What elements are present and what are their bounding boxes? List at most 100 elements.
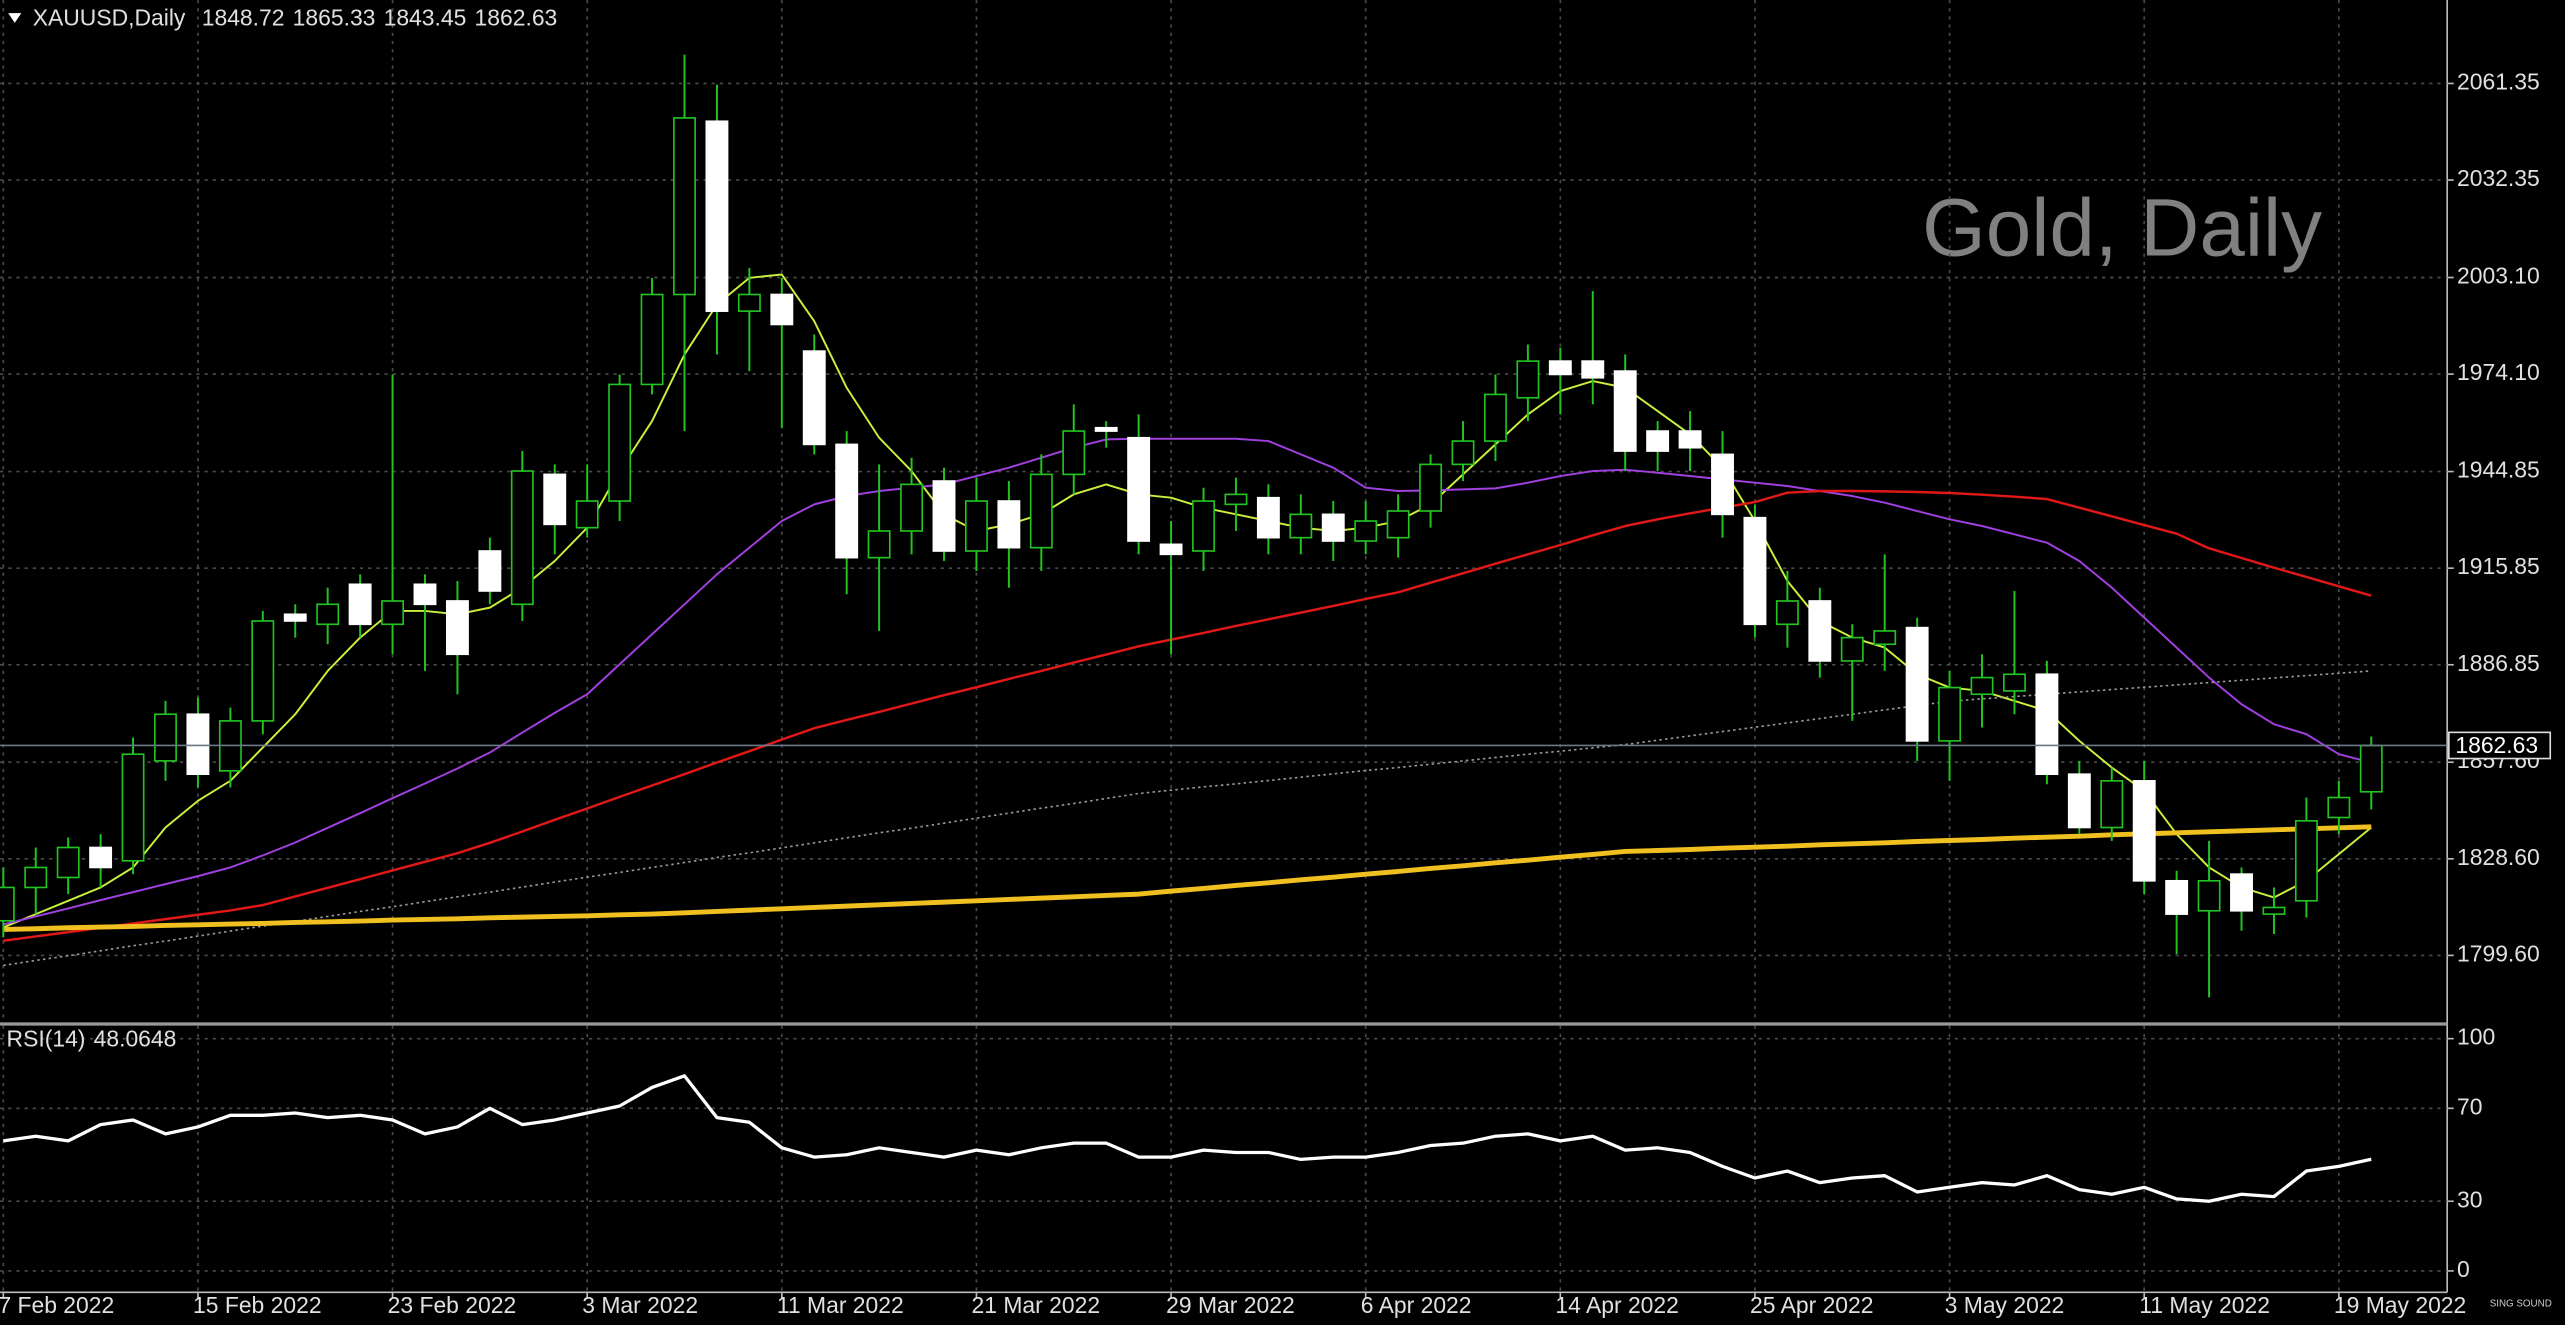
x-tick-label: 6 Apr 2022 xyxy=(1361,1292,1472,1318)
candle-body xyxy=(1127,436,1151,542)
indicator-line xyxy=(3,670,2372,967)
candle-body xyxy=(1483,393,1507,442)
candle-body xyxy=(964,500,988,552)
x-tick-label: 3 Mar 2022 xyxy=(582,1292,698,1318)
candle-body xyxy=(1029,473,1053,549)
x-tick-label: 15 Feb 2022 xyxy=(193,1292,322,1318)
current-price-label: 1862.63 xyxy=(2455,732,2538,758)
candle-body xyxy=(1256,496,1280,539)
candle-body xyxy=(1905,626,1929,742)
candle-body xyxy=(2067,773,2091,829)
candle-body xyxy=(1451,440,1475,466)
low-value: 1843.45 xyxy=(384,5,467,31)
high-value: 1865.33 xyxy=(293,5,376,31)
y-tick-label: 1944.85 xyxy=(2457,457,2540,483)
open-value: 1848.72 xyxy=(202,5,285,31)
x-tick-label: 11 Mar 2022 xyxy=(777,1292,904,1318)
candle-body xyxy=(2003,673,2026,692)
y-tick-label: 2003.10 xyxy=(2457,263,2540,289)
candle-body xyxy=(1711,453,1734,516)
candle-body xyxy=(1062,430,1086,476)
candle-body xyxy=(867,530,891,559)
y-tick-label: 1886.85 xyxy=(2457,650,2540,676)
candle-body xyxy=(932,480,956,552)
candle-body xyxy=(575,500,599,529)
candle-body xyxy=(673,117,696,296)
candle-body xyxy=(413,583,437,606)
symbol: XAUUSD,Daily xyxy=(33,5,186,31)
chart-header: XAUUSD,Daily 1848.72 1865.33 1843.45 1862.63 xyxy=(33,5,558,31)
candle-body xyxy=(1419,463,1443,512)
candle-body xyxy=(737,293,761,312)
candle-body xyxy=(2197,879,2221,912)
y-tick-label: 30 xyxy=(2457,1186,2482,1212)
y-tick-label: 70 xyxy=(2457,1093,2482,1119)
x-tick-label: 3 May 2022 xyxy=(1945,1292,2065,1318)
x-tick-label: 19 May 2022 xyxy=(2334,1292,2466,1318)
candle-body xyxy=(283,613,307,622)
candle-body xyxy=(0,886,15,922)
candle-body xyxy=(316,603,340,626)
x-tick-label: 11 May 2022 xyxy=(2139,1292,2270,1318)
indicator-line xyxy=(3,489,2372,942)
candle-body xyxy=(2132,780,2156,882)
rsi-title: RSI(14) xyxy=(7,1025,86,1051)
candle-body xyxy=(1678,430,1702,449)
menu-triangle[interactable] xyxy=(8,13,22,23)
candle-body xyxy=(1516,360,1540,399)
x-tick-label: 23 Feb 2022 xyxy=(388,1292,517,1318)
candle-body xyxy=(381,600,405,626)
watermark: Gold, Daily xyxy=(1922,183,2322,274)
indicator-line xyxy=(3,1074,2372,1203)
y-tick-label: 2061.35 xyxy=(2457,68,2540,94)
candle-body xyxy=(24,866,48,889)
indicator-line xyxy=(3,437,2372,926)
candle-body xyxy=(2165,879,2189,915)
y-tick-label: 0 xyxy=(2457,1256,2470,1282)
candle-body xyxy=(2262,906,2286,915)
candle-body xyxy=(154,713,177,762)
candle-body xyxy=(1192,500,1215,552)
candle-body xyxy=(56,846,80,879)
y-tick-label: 1799.60 xyxy=(2457,940,2540,966)
x-tick-label: 25 Apr 2022 xyxy=(1750,1292,1873,1318)
candle-body xyxy=(445,600,469,656)
candle-body xyxy=(1321,513,1345,542)
candle-body xyxy=(121,753,145,862)
candle-body xyxy=(1581,360,1605,379)
candle-body xyxy=(835,443,859,559)
candle-body xyxy=(2035,673,2059,776)
candle-body xyxy=(1289,513,1313,539)
candle-body xyxy=(186,713,210,776)
candle-body xyxy=(2100,780,2124,829)
candle-body xyxy=(608,383,632,502)
current-price-box xyxy=(2448,731,2552,760)
candle-body xyxy=(478,550,502,592)
candle-body xyxy=(900,483,924,532)
rsi-header: RSI(14) 48.0648 xyxy=(7,1025,177,1051)
y-tick-label: 2032.35 xyxy=(2457,165,2540,191)
candle-body xyxy=(348,583,372,626)
candle-body xyxy=(997,500,1021,549)
rsi-value: 48.0648 xyxy=(94,1025,177,1051)
indicator-line xyxy=(3,824,2372,932)
candle-body xyxy=(2359,744,2383,793)
candle-body xyxy=(1159,543,1183,556)
candle-body xyxy=(1354,520,1378,542)
candle-body xyxy=(1386,510,1410,539)
candle-body xyxy=(1873,630,1897,646)
candle-body xyxy=(1224,493,1248,506)
candle-body xyxy=(1808,600,1832,662)
close-value: 1862.63 xyxy=(475,5,558,31)
logo: SING SOUND xyxy=(2490,1298,2552,1309)
candle-body xyxy=(1840,636,1864,662)
candle-body xyxy=(1775,600,1799,626)
candle-body xyxy=(640,293,664,386)
x-tick-label: 7 Feb 2022 xyxy=(0,1292,114,1318)
candle-body xyxy=(2294,820,2318,902)
y-tick-label: 100 xyxy=(2457,1024,2495,1050)
candle-body xyxy=(802,350,826,446)
